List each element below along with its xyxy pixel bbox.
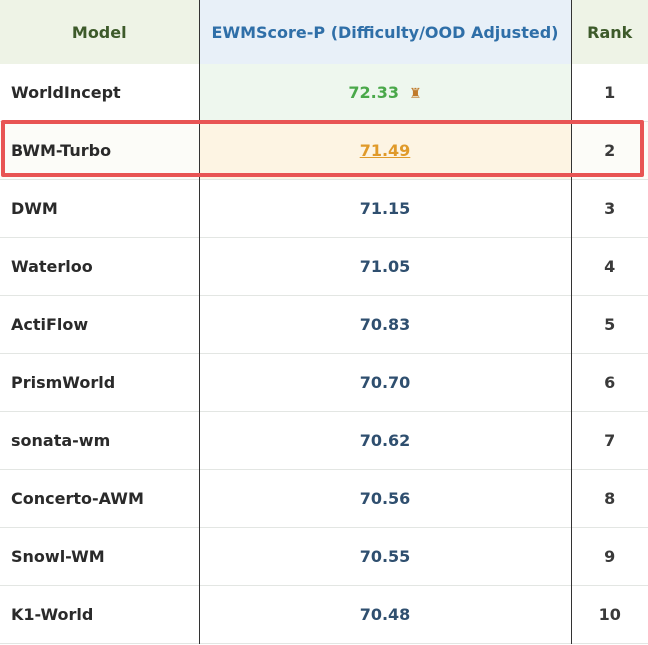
- score-cell: 71.15: [198, 179, 572, 238]
- score-cell: 70.70: [198, 353, 572, 412]
- header-model[interactable]: Model: [0, 0, 199, 64]
- table-row: ActiFlow 70.83 5: [0, 295, 648, 354]
- score-cell: 70.83: [198, 295, 572, 354]
- score-cell: 72.33 ♜: [198, 64, 572, 122]
- score-cell: 70.55: [198, 527, 572, 586]
- score-value: 72.33: [348, 83, 400, 102]
- rank-cell: 1: [604, 83, 616, 102]
- table-row: WorldIncept 72.33 ♜ 1: [0, 64, 648, 122]
- rank-cell: 10: [598, 605, 621, 624]
- model-name: K1-World: [11, 605, 94, 624]
- table-row: DWM 71.15 3: [0, 179, 648, 238]
- rank-cell: 7: [604, 431, 616, 450]
- rank-cell: 5: [604, 315, 616, 334]
- model-name: PrismWorld: [11, 373, 116, 392]
- table-row: sonata-wm 70.62 7: [0, 411, 648, 470]
- model-name: DWM: [11, 199, 58, 218]
- table-row: PrismWorld 70.70 6: [0, 353, 648, 412]
- header-rank[interactable]: Rank: [571, 0, 648, 64]
- rank-cell: 8: [604, 489, 616, 508]
- header-score[interactable]: EWMScore-P (Difficulty/OOD Adjusted): [198, 0, 572, 64]
- score-link[interactable]: 71.49: [359, 141, 411, 160]
- score-cell: 71.49: [198, 121, 572, 180]
- score-cell: 70.48: [198, 585, 572, 644]
- header-row: Model EWMScore-P (Difficulty/OOD Adjuste…: [0, 0, 648, 64]
- rank-cell: 6: [604, 373, 616, 392]
- model-name: BWM-Turbo: [0, 121, 199, 180]
- rank-cell: 2: [571, 121, 648, 180]
- table-row: K1-World 70.48 10: [0, 585, 648, 644]
- rank-cell: 9: [604, 547, 616, 566]
- rank-cell: 3: [604, 199, 616, 218]
- trophy-icon: ♜: [409, 86, 422, 102]
- score-cell: 70.56: [198, 469, 572, 528]
- model-name: WorldIncept: [11, 83, 121, 102]
- score-cell: 71.05: [198, 237, 572, 296]
- model-name: Snowl-WM: [11, 547, 105, 566]
- score-cell: 70.62: [198, 411, 572, 470]
- model-name: Waterloo: [11, 257, 93, 276]
- table-row: BWM-Turbo 71.49 2: [0, 121, 648, 180]
- model-name: Concerto-AWM: [11, 489, 144, 508]
- rank-cell: 4: [604, 257, 616, 276]
- table-row: Waterloo 71.05 4: [0, 237, 648, 296]
- table-row: Concerto-AWM 70.56 8: [0, 469, 648, 528]
- table-row: Snowl-WM 70.55 9: [0, 527, 648, 586]
- model-name: sonata-wm: [11, 431, 111, 450]
- model-name: ActiFlow: [11, 315, 89, 334]
